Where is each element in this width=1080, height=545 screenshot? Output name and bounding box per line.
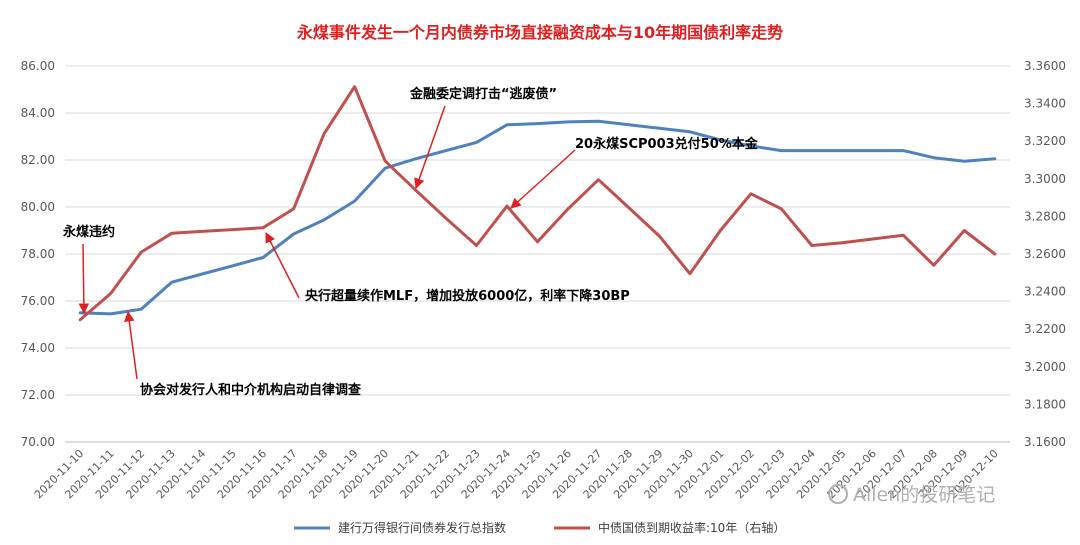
series-line-bond-index bbox=[78, 119, 997, 316]
arrow-fsdc bbox=[414, 105, 446, 189]
right-tick-label: 3.3000 bbox=[1024, 172, 1066, 186]
left-tick-label: 82.00 bbox=[21, 153, 55, 167]
right-tick-label: 3.2600 bbox=[1024, 247, 1066, 261]
right-tick-label: 3.2800 bbox=[1024, 209, 1066, 223]
left-tick-label: 84.00 bbox=[21, 106, 55, 120]
annotation-repayment: 20永煤SCP003兑付50%本金 bbox=[575, 136, 759, 152]
right-tick-label: 3.3600 bbox=[1024, 59, 1066, 73]
left-tick-label: 72.00 bbox=[21, 388, 55, 402]
grid bbox=[65, 65, 1010, 443]
left-tick-label: 70.00 bbox=[21, 435, 55, 449]
right-tick-label: 3.2200 bbox=[1024, 322, 1066, 336]
right-tick-label: 3.1600 bbox=[1024, 435, 1066, 449]
annotation-self-regulation: 协会对发行人和中介机构启动自律调查 bbox=[140, 382, 362, 398]
arrow-mlf bbox=[265, 232, 300, 299]
watermark: Allen的投研笔记 bbox=[828, 484, 995, 506]
left-tick-label: 80.00 bbox=[21, 200, 55, 214]
legend-label-red: 中债国债到期收益率:10年（右轴） bbox=[598, 520, 785, 535]
right-tick-label: 3.3200 bbox=[1024, 134, 1066, 148]
chart-title: 永煤事件发生一个月内债券市场直接融资成本与10年期国债利率走势 bbox=[296, 23, 783, 42]
series-line-10y-yield bbox=[78, 85, 997, 322]
arrow-self-regulation bbox=[124, 310, 138, 380]
annotation-arrows bbox=[78, 105, 576, 380]
annotation-default: 永煤违约 bbox=[62, 224, 115, 240]
left-tick-label: 76.00 bbox=[21, 294, 55, 308]
watermark-text: Allen的投研笔记 bbox=[853, 484, 995, 506]
series-group bbox=[78, 85, 997, 322]
right-tick-label: 3.1800 bbox=[1024, 397, 1066, 411]
right-tick-label: 3.2000 bbox=[1024, 360, 1066, 374]
left-tick-label: 78.00 bbox=[21, 247, 55, 261]
right-tick-label: 3.2400 bbox=[1024, 285, 1066, 299]
annotation-mlf: 央行超量续作MLF，增加投放6000亿，利率下降30BP bbox=[305, 288, 630, 304]
arrow-repayment bbox=[510, 149, 576, 209]
left-tick-label: 86.00 bbox=[21, 59, 55, 73]
left-tick-label: 74.00 bbox=[21, 341, 55, 355]
arrow-default bbox=[78, 243, 90, 315]
legend: 建行万得银行间债券发行总指数 中债国债到期收益率:10年（右轴） bbox=[294, 520, 785, 535]
watermark-icon bbox=[828, 484, 848, 504]
annotation-fsdc: 金融委定调打击“逃废债” bbox=[409, 86, 557, 102]
right-axis: 3.1600 3.1800 3.2000 3.2200 3.2400 3.2600 3.28… bbox=[1024, 59, 1066, 449]
left-axis: 70.00 72.00 74.00 76.00 78.00 80.00 82.00 84.00… bbox=[21, 59, 55, 449]
legend-label-blue: 建行万得银行间债券发行总指数 bbox=[338, 520, 506, 535]
right-tick-label: 3.3400 bbox=[1024, 97, 1066, 111]
